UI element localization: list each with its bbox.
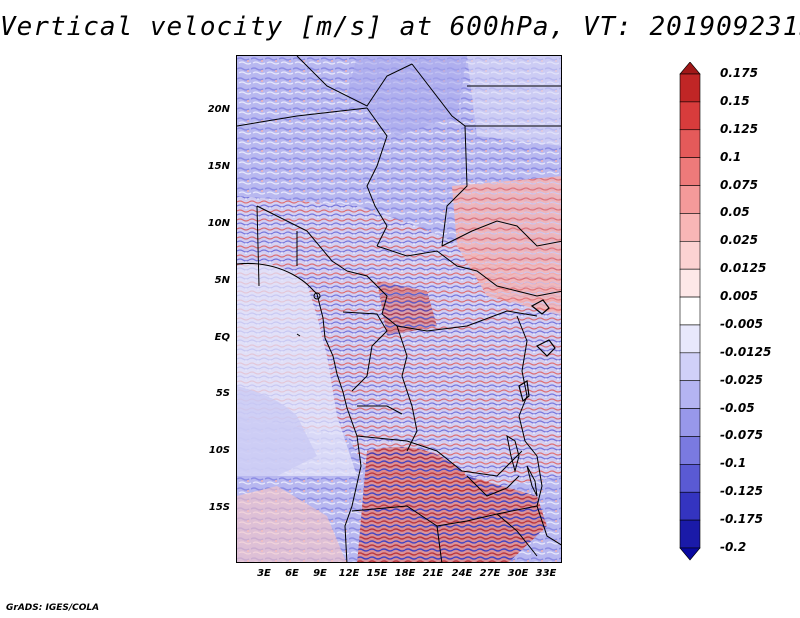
- colorbar: [679, 62, 701, 561]
- lon-label: 15E: [366, 568, 388, 579]
- colorbar-bin: [679, 436, 701, 465]
- lon-label: 6E: [285, 568, 299, 579]
- lon-label: 33E: [535, 568, 557, 579]
- colorbar-tick-label: -0.005: [720, 316, 763, 331]
- colorbar-tick-label: 0.15: [720, 93, 750, 108]
- colorbar-bin: [679, 129, 701, 158]
- lon-label: 27E: [479, 568, 501, 579]
- colorbar-tick-label: 0.005: [720, 289, 758, 304]
- colorbar-bin: [679, 101, 701, 131]
- colorbar-tick-label: -0.0125: [720, 344, 772, 359]
- colorbar-bin: [679, 157, 701, 186]
- lat-label: 5N: [214, 275, 230, 286]
- colorbar-tick-label: -0.075: [720, 428, 763, 443]
- colorbar-tick-label: 0.075: [720, 177, 758, 192]
- colorbar-bin: [679, 464, 701, 493]
- colorbar-cap-top: [679, 62, 701, 75]
- colorbar-bin: [679, 491, 701, 521]
- map-title: Vertical velocity [m/s] at 600hPa, VT: 2…: [0, 12, 800, 42]
- colorbar-tick-label: 0.1: [720, 149, 742, 164]
- colorbar-tick-label: 0.0125: [720, 261, 767, 276]
- lat-label: 15N: [207, 161, 230, 172]
- colorbar-tick-label: -0.025: [720, 372, 763, 387]
- colorbar-bin: [679, 352, 701, 382]
- colorbar-tick-label: 0.175: [720, 66, 758, 80]
- velocity-field-map: [237, 56, 561, 562]
- colorbar-bin: [679, 519, 701, 549]
- colorbar-bin: [679, 73, 701, 103]
- colorbar-tick-label: -0.05: [720, 400, 755, 415]
- colorbar-tick-label: -0.175: [720, 512, 763, 527]
- colorbar-bin: [679, 324, 701, 354]
- colorbar-tick-label: 0.05: [720, 205, 750, 220]
- colorbar-bin: [679, 185, 701, 214]
- colorbar-cap-bottom: [679, 547, 701, 561]
- colorbar-bin: [679, 240, 701, 270]
- colorbar-tick-label: 0.025: [720, 233, 758, 248]
- lon-label: 30E: [507, 568, 529, 579]
- lon-label: 18E: [394, 568, 416, 579]
- colorbar-tick-label: -0.125: [720, 484, 763, 499]
- lon-label: 21E: [422, 568, 444, 579]
- lat-label: 15S: [208, 502, 230, 513]
- lat-label: EQ: [214, 332, 230, 343]
- lat-label: 20N: [207, 104, 230, 115]
- lat-label: 10S: [208, 445, 230, 456]
- colorbar-bin: [679, 408, 701, 437]
- colorbar-bin: [679, 268, 701, 298]
- colorbar-tick-label: -0.2: [720, 540, 747, 554]
- map-plot-area: [236, 55, 562, 563]
- lon-label: 3E: [257, 568, 271, 579]
- colorbar-bin: [679, 213, 701, 242]
- lat-label: 5S: [215, 388, 230, 399]
- lon-label: 9E: [313, 568, 327, 579]
- lon-label: 24E: [451, 568, 473, 579]
- colorbar-tick-label: -0.1: [720, 456, 747, 471]
- lat-label: 10N: [207, 218, 230, 229]
- colorbar-bin: [679, 380, 701, 409]
- lon-label: 12E: [338, 568, 360, 579]
- colorbar-tick-label: 0.125: [720, 121, 758, 136]
- grads-credit: GrADS: IGES/COLA: [6, 603, 100, 613]
- colorbar-bin: [679, 296, 701, 326]
